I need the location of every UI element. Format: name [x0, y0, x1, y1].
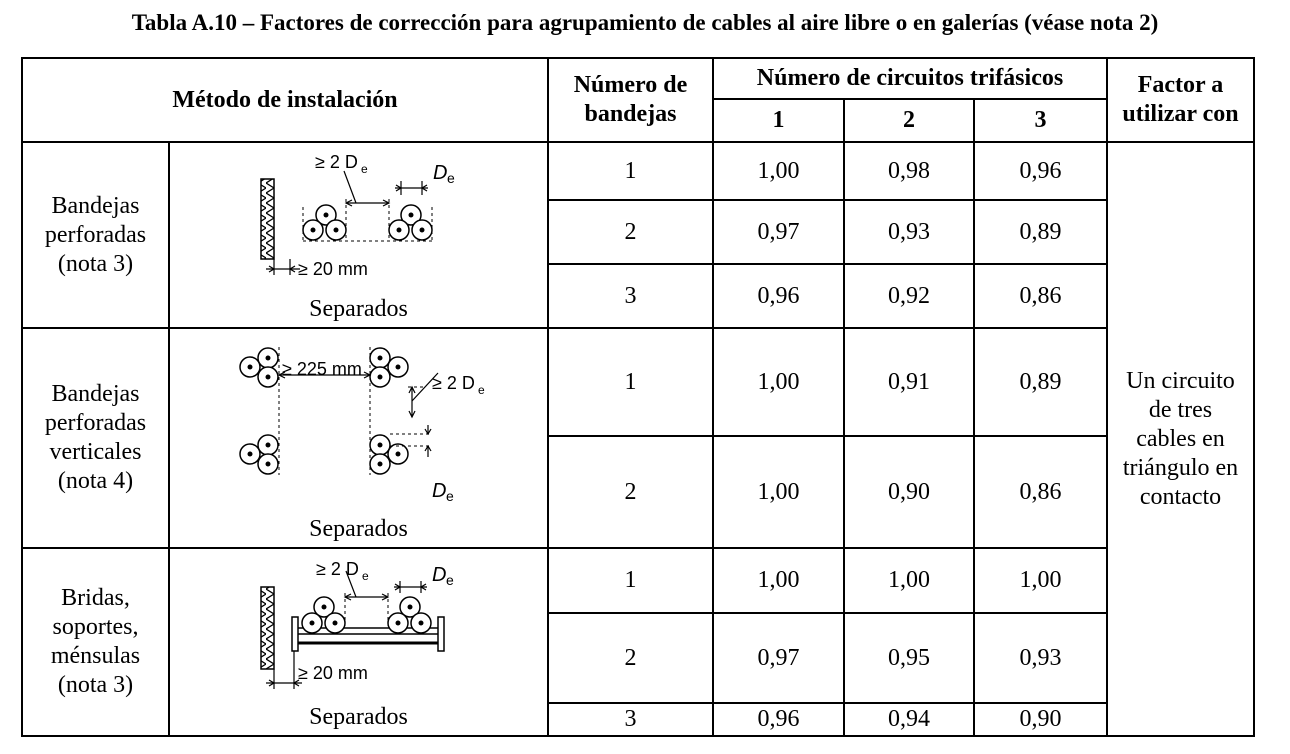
wall-hatch-icon	[260, 586, 275, 670]
method-label-line: Bandejas	[51, 381, 140, 407]
figure-label-separados: Separados	[309, 296, 408, 322]
table-row: Bridas, soportes, ménsulas (nota 3)	[21, 547, 1254, 737]
spacing-sub: e	[478, 383, 485, 397]
value-cell: 1,00	[712, 547, 845, 614]
method-label-line: (nota 3)	[57, 250, 134, 277]
method-label-line: verticales	[49, 439, 142, 465]
header-circuitos: Número de circuitos trifásicos	[712, 57, 1108, 100]
table-row: 2 0,97 0,95 0,93	[22, 612, 1254, 704]
header-numero-bandejas-line2: bandejas	[584, 101, 677, 127]
factor-note-line: triángulo en	[1122, 454, 1239, 481]
spacing-label: ≥ 2 D	[316, 559, 359, 579]
factor-note-line: de tres	[1148, 396, 1213, 423]
method-label-line: perforadas	[44, 221, 147, 248]
gap-label: ≥ 20 mm	[298, 259, 368, 279]
value-cell: 0,97	[712, 199, 845, 265]
value-cell: 0,96	[973, 141, 1108, 201]
value-cell: 1,00	[973, 547, 1108, 614]
table-row: 2 0,97 0,93 0,89	[22, 199, 1254, 265]
diameter-label: D	[432, 480, 446, 502]
table-row: Bandejas perforadas (nota 3)	[21, 141, 1255, 737]
diameter-sub: e	[447, 170, 455, 186]
value-cell: 1,00	[712, 141, 845, 201]
spacing-label: ≥ 2 D	[432, 373, 475, 393]
method-label-bridas: Bridas, soportes, ménsulas (nota 3)	[21, 547, 170, 737]
method-label-line: soportes,	[52, 614, 139, 640]
header-metodo: Método de instalación	[21, 57, 549, 143]
method-label-line: Bridas,	[61, 585, 130, 611]
trays-cell: 3	[547, 263, 714, 329]
factor-note-line: cables en	[1136, 425, 1225, 452]
value-cell: 0,90	[973, 702, 1108, 737]
header-numero-bandejas-line1: Número de	[573, 72, 688, 98]
diameter-sub: e	[446, 488, 454, 504]
table-row: 3 0,96 0,92 0,86	[22, 263, 1254, 329]
figure-cell-brackets: ≥ 2 D e D e ≥ 20 mm Separados	[168, 547, 549, 737]
value-cell: 0,89	[973, 199, 1108, 265]
header-circuit-3: 3	[973, 98, 1108, 143]
factor-note: Un circuito de tres cables en triángulo …	[1106, 141, 1255, 737]
value-cell: 0,93	[843, 199, 975, 265]
value-cell: 0,86	[973, 263, 1108, 329]
value-cell: 0,95	[843, 612, 975, 704]
correction-factors-table: Método de instalación Número de bandejas…	[21, 57, 1255, 737]
figure-label-separados: Separados	[309, 704, 408, 730]
vertical-tray-diagram: ≥ 225 mm ≥ 2 D e D e	[239, 347, 485, 504]
table-title: Tabla A.10 – Factores de corrección para…	[131, 10, 1159, 35]
value-cell: 0,96	[712, 702, 845, 737]
spacing-sub: e	[362, 569, 369, 583]
method-label-line: perforadas	[44, 410, 147, 436]
trays-cell: 1	[547, 547, 714, 614]
figure-cell-horizontal-trays: ≥ 2 D e D e ≥ 20 mm Separados	[168, 141, 549, 329]
value-cell: 1,00	[843, 547, 975, 614]
header-factor-line2: utilizar con	[1122, 101, 1239, 127]
value-cell: 0,93	[973, 612, 1108, 704]
diameter-label: D	[433, 162, 447, 184]
header-factor: Factor a utilizar con	[1106, 57, 1255, 143]
method-label-bandejas-perforadas: Bandejas perforadas (nota 3)	[21, 141, 170, 329]
header-circuit-1: 1	[712, 98, 845, 143]
trays-cell: 1	[547, 141, 714, 201]
table-row: Bandejas perforadas verticales (nota 4)	[21, 327, 1254, 549]
figure-label-separados: Separados	[309, 516, 408, 542]
method-label-line: (nota 3)	[57, 672, 134, 698]
value-cell: 0,86	[973, 435, 1108, 549]
spacing-225-label: ≥ 225 mm	[282, 359, 362, 379]
bracket-support-diagram: ≥ 2 D e D e ≥ 20 mm	[260, 559, 454, 689]
header-numero-bandejas: Número de bandejas	[547, 57, 714, 143]
method-label-bandejas-verticales: Bandejas perforadas verticales (nota 4)	[21, 327, 170, 549]
value-cell: 1,00	[712, 327, 845, 437]
table-row: 3 0,96 0,94 0,90	[22, 702, 1254, 737]
diameter-label: D	[432, 564, 446, 586]
trays-cell: 3	[547, 702, 714, 737]
diameter-sub: e	[446, 572, 454, 588]
trays-cell: 2	[547, 612, 714, 704]
value-cell: 1,00	[712, 435, 845, 549]
horizontal-tray-diagram: ≥ 2 D e D e ≥ 20 mm	[260, 152, 455, 279]
trays-cell: 2	[547, 435, 714, 549]
value-cell: 0,89	[973, 327, 1108, 437]
value-cell: 0,91	[843, 327, 975, 437]
trays-cell: 2	[547, 199, 714, 265]
table-row: 2 1,00 0,90 0,86	[22, 435, 1254, 549]
method-label-line: (nota 4)	[57, 468, 134, 494]
value-cell: 0,94	[843, 702, 975, 737]
spacing-label: ≥ 2 D	[315, 152, 358, 172]
method-label-line: Bandejas	[51, 192, 140, 219]
figure-cell-vertical-trays: ≥ 225 mm ≥ 2 D e D e Separados	[168, 327, 549, 549]
header-factor-line1: Factor a	[1137, 72, 1224, 98]
gap-label: ≥ 20 mm	[298, 663, 368, 683]
value-cell: 0,92	[843, 263, 975, 329]
header-circuit-2: 2	[843, 98, 975, 143]
factor-note-line: Un circuito	[1126, 367, 1235, 394]
value-cell: 0,98	[843, 141, 975, 201]
spacing-sub: e	[361, 162, 368, 176]
value-cell: 0,90	[843, 435, 975, 549]
method-label-line: ménsulas	[50, 643, 141, 669]
value-cell: 0,97	[712, 612, 845, 704]
trays-cell: 1	[547, 327, 714, 437]
wall-hatch-icon	[260, 178, 275, 260]
factor-note-line: contacto	[1139, 483, 1222, 510]
value-cell: 0,96	[712, 263, 845, 329]
